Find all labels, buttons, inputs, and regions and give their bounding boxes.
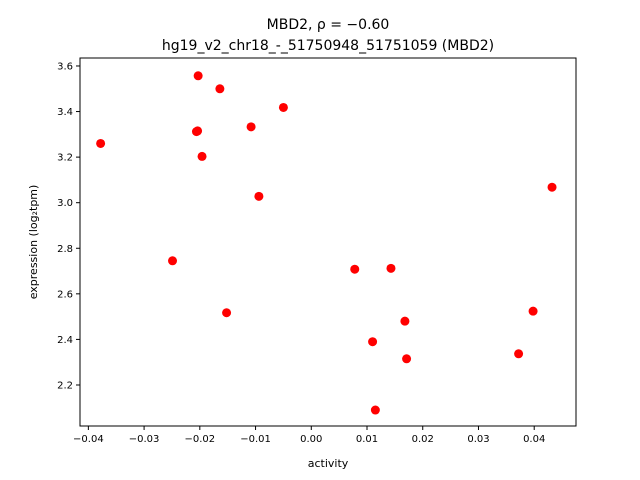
- data-point: [278, 102, 288, 112]
- axes-frame: [79, 57, 577, 427]
- data-point: [96, 138, 106, 148]
- chart-title-line1: MBD2, ρ = −0.60: [267, 17, 390, 33]
- data-point: [400, 316, 410, 326]
- data-point: [246, 122, 256, 132]
- x-tick-label: 0.00: [300, 434, 322, 445]
- y-axis: 2.2 2.4 2.6 2.8 3.0 3.2 3.4 3.6: [57, 61, 80, 391]
- y-tick-label: 2.8: [57, 244, 73, 255]
- y-tick-label: 3.0: [57, 198, 73, 209]
- data-point: [514, 349, 524, 359]
- data-point: [386, 263, 396, 273]
- data-point: [370, 405, 380, 415]
- data-point: [168, 256, 178, 266]
- y-axis-label: expression (log₂tpm): [27, 185, 40, 300]
- data-point: [254, 191, 264, 201]
- x-tick-label: −0.03: [129, 434, 160, 445]
- data-point: [215, 84, 225, 94]
- x-tick-label: −0.01: [240, 434, 271, 445]
- x-axis-label: activity: [308, 457, 349, 470]
- x-tick-label: 0.02: [412, 434, 434, 445]
- data-point: [402, 354, 412, 364]
- y-tick-label: 2.2: [57, 380, 73, 391]
- data-point: [528, 306, 538, 316]
- data-points: [96, 71, 557, 415]
- y-tick-label: 3.4: [57, 107, 73, 118]
- data-point: [193, 126, 203, 136]
- data-point: [193, 71, 203, 81]
- y-tick-label: 2.6: [57, 289, 73, 300]
- y-tick-label: 3.6: [57, 61, 73, 72]
- data-point: [197, 151, 207, 161]
- y-tick-label: 3.2: [57, 153, 73, 164]
- x-tick-label: −0.02: [184, 434, 215, 445]
- x-tick-label: 0.03: [467, 434, 489, 445]
- x-axis: −0.04 −0.03 −0.02 −0.01 0.00 0.01 0.02 0.03 0.04: [73, 426, 545, 445]
- data-point: [547, 182, 557, 192]
- chart-title-line2: hg19_v2_chr18_-_51750948_51751059 (MBD2): [162, 38, 494, 54]
- data-point: [368, 337, 378, 347]
- x-tick-label: 0.01: [356, 434, 378, 445]
- y-tick-label: 2.4: [57, 335, 73, 346]
- data-point: [350, 264, 360, 274]
- data-point: [222, 308, 232, 318]
- x-tick-label: 0.04: [523, 434, 545, 445]
- x-tick-label: −0.04: [73, 434, 104, 445]
